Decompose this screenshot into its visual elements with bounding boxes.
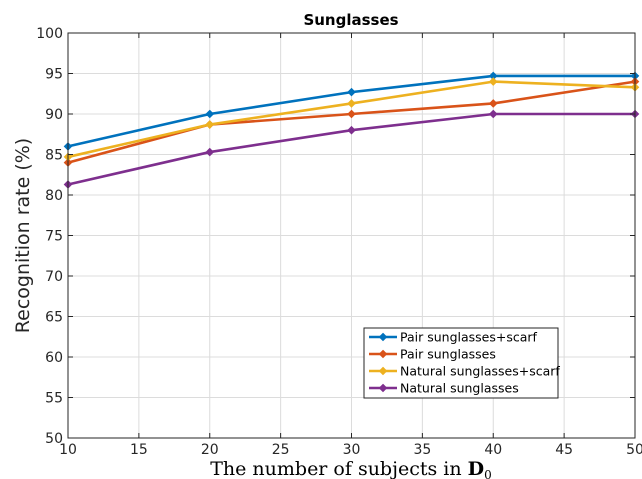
- data-point-marker: [347, 109, 356, 119]
- data-point-marker: [347, 99, 356, 108]
- x-axis-label: The number of subjects in D0: [210, 458, 492, 479]
- legend-entry-label: Pair sunglasses: [400, 347, 496, 362]
- x-tick-label: 45: [555, 442, 573, 458]
- data-point-marker: [488, 99, 498, 108]
- x-tick-label: 15: [130, 442, 148, 458]
- data-point-marker: [488, 77, 498, 86]
- legend-entry-label: Natural sunglasses+scarf: [400, 364, 560, 379]
- x-tick-label: 35: [413, 442, 431, 458]
- x-tick-label: 25: [272, 442, 290, 458]
- legend-entry-label: Pair sunglasses+scarf: [400, 330, 538, 345]
- legend-marker: [378, 332, 388, 342]
- y-tick-label: 90: [45, 107, 63, 123]
- x-axis-label-text: The number of subjects in: [210, 458, 461, 479]
- y-tick-label: 50: [45, 431, 63, 447]
- y-tick-label: 75: [45, 229, 63, 245]
- y-tick-label: 85: [45, 148, 63, 164]
- legend-marker: [378, 383, 388, 393]
- series-4: [63, 109, 640, 189]
- data-point-marker: [488, 109, 498, 119]
- data-point-marker: [347, 87, 356, 97]
- chart-title: Sunglasses: [303, 11, 398, 29]
- x-axis-label-symbol: D: [468, 458, 484, 479]
- data-point-marker: [205, 120, 215, 129]
- x-tick-label: 10: [59, 442, 77, 458]
- y-tick-label: 70: [45, 269, 63, 285]
- legend-box: [363, 327, 559, 399]
- data-point-marker: [205, 147, 215, 157]
- x-axis-label-subscript: 0: [484, 468, 492, 479]
- legend: Pair sunglasses+scarf Pair sunglasses Natu…: [363, 327, 560, 399]
- y-axis-label: Recognition rate (%): [12, 138, 34, 333]
- data-point-marker: [205, 109, 215, 119]
- x-tick-label: 40: [484, 442, 502, 458]
- data-point-marker: [347, 125, 356, 135]
- y-tick-label: 55: [45, 391, 63, 407]
- y-tick-label: 80: [45, 188, 63, 204]
- y-tick-label: 65: [45, 310, 63, 326]
- legend-entry-label: Natural sunglasses: [400, 381, 519, 396]
- x-tick-label: 50: [626, 442, 642, 458]
- legend-marker: [378, 366, 388, 376]
- x-tick-label: 20: [201, 442, 219, 458]
- legend-marker: [378, 349, 388, 359]
- y-tick-label: 60: [45, 350, 63, 366]
- x-tick-label: 30: [343, 442, 361, 458]
- series-1: [63, 71, 640, 151]
- y-tick-label: 100: [36, 26, 63, 42]
- axis-ticks: 50 55 60 65 70 75 80 85 90 95 100 10 15 20 25 30 35 40 45 5…: [36, 26, 642, 458]
- y-tick-label: 95: [45, 67, 63, 83]
